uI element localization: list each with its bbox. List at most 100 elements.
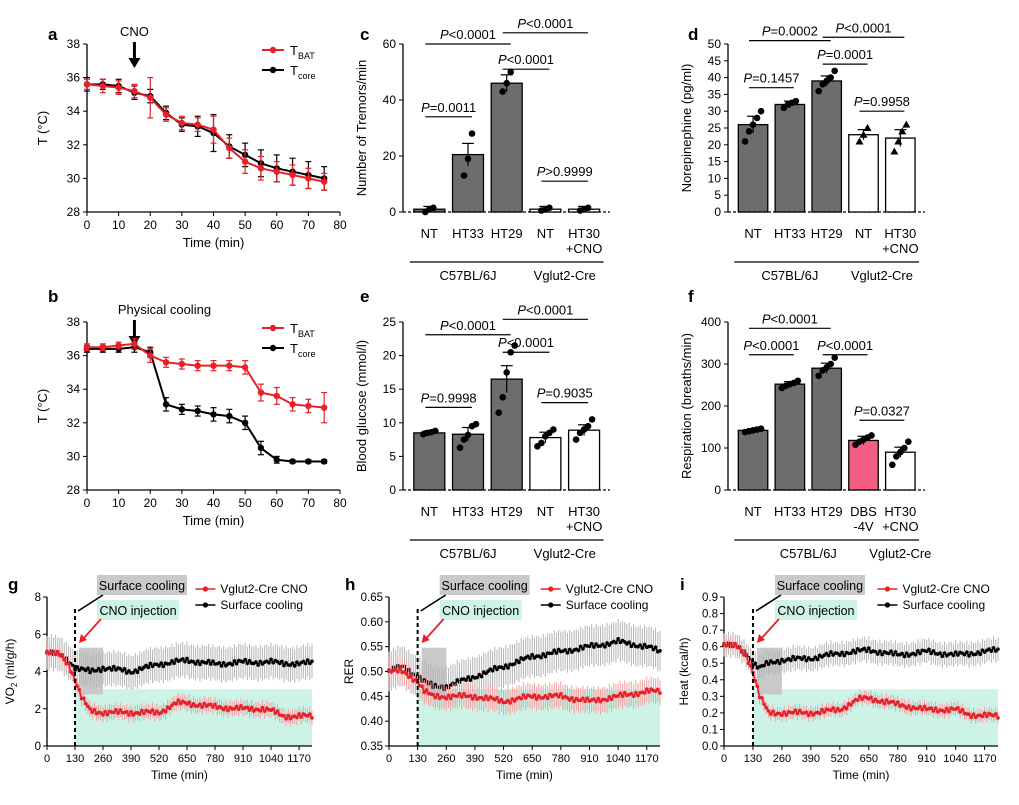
panel-letter: e <box>360 287 369 306</box>
category-label: HT30 <box>568 504 600 519</box>
cno-label-bg <box>439 600 522 620</box>
data-point <box>422 690 427 695</box>
data-point <box>105 712 110 717</box>
data-point <box>572 699 576 704</box>
bar <box>774 383 806 491</box>
data-point <box>503 663 508 667</box>
legend-marker <box>548 586 554 592</box>
data-point <box>777 661 782 666</box>
data-point <box>310 716 314 720</box>
data-point <box>455 678 460 682</box>
y-tick-label: 5 <box>389 449 396 463</box>
data-point <box>75 665 79 669</box>
data-point <box>532 693 537 697</box>
p-italic: P <box>743 71 752 86</box>
data-point <box>851 648 856 653</box>
cno-arrow-head <box>421 634 430 643</box>
y-axis-label: RER <box>342 659 356 685</box>
data-point <box>631 694 636 699</box>
data-point <box>748 664 753 668</box>
panel-letter: a <box>48 25 58 44</box>
data-point <box>605 641 609 645</box>
data-point <box>909 707 913 712</box>
data-point <box>224 705 228 709</box>
data-point <box>775 658 780 663</box>
data-point <box>503 79 510 87</box>
series-line <box>87 83 325 180</box>
data-point <box>472 420 480 428</box>
data-point <box>958 710 962 714</box>
data-point <box>757 425 765 432</box>
y-axis-label: Blood glucose (mmol/l) <box>354 340 369 472</box>
data-point <box>172 661 176 666</box>
legend-name: T <box>290 63 298 78</box>
data-point <box>655 687 660 692</box>
x-tick-label: 520 <box>150 753 168 765</box>
data-point <box>83 344 91 351</box>
y-tick-label: 10 <box>708 171 722 185</box>
data-point <box>907 704 911 708</box>
data-point <box>887 651 891 656</box>
y-tick-label: 0.1 <box>702 724 718 736</box>
data-point <box>519 696 523 701</box>
y-tick-label: 0.55 <box>361 642 383 654</box>
data-point <box>967 712 971 716</box>
data-point <box>642 642 647 647</box>
data-point <box>793 708 798 713</box>
data-point <box>760 696 764 700</box>
data-point <box>855 137 864 145</box>
legend-label: Surface cooling <box>566 598 649 612</box>
panel-c: c 0 20 40 60 Number of Tremors/min NT HT33 HT29 N… <box>354 16 610 283</box>
data-point <box>922 704 927 709</box>
data-point <box>871 699 876 704</box>
data-point <box>96 666 101 671</box>
data-point <box>219 664 224 668</box>
y-tick-label: 6 <box>35 629 41 641</box>
data-point <box>541 652 546 656</box>
bar <box>737 123 769 213</box>
p-value: >0.9999 <box>545 164 592 179</box>
data-point <box>269 657 273 662</box>
data-point <box>849 703 853 707</box>
x-tick-label: 0 <box>44 753 50 765</box>
data-point <box>99 344 107 351</box>
data-point <box>989 649 994 653</box>
y-tick-label: 5 <box>714 188 721 202</box>
data-point <box>271 707 276 711</box>
data-point <box>129 710 133 714</box>
data-point <box>464 431 472 439</box>
y-tick-label: 0.40 <box>361 716 383 728</box>
data-point <box>206 658 211 663</box>
data-point <box>918 704 922 709</box>
data-point <box>594 642 598 646</box>
data-point <box>243 657 248 662</box>
data-point <box>800 657 804 662</box>
data-point <box>631 642 636 646</box>
data-point <box>170 659 174 663</box>
p-value: =0.9998 <box>429 390 476 405</box>
data-point <box>815 372 822 380</box>
x-tick-label: 80 <box>333 496 347 510</box>
x-tick-label: 30 <box>175 496 189 510</box>
x-axis-label: Time (min) <box>496 768 553 782</box>
data-point <box>310 659 314 664</box>
data-point <box>289 458 296 465</box>
data-point <box>455 694 460 699</box>
x-tick-label: 70 <box>302 218 316 232</box>
data-point <box>971 712 976 717</box>
data-point <box>835 706 840 711</box>
x-tick-label: 390 <box>802 753 820 765</box>
data-point <box>731 644 735 649</box>
group-label: Vglut2-Cre <box>534 268 596 283</box>
data-point <box>202 701 207 706</box>
data-point <box>297 712 301 716</box>
p-italic: P <box>817 338 826 353</box>
data-point <box>965 650 969 654</box>
annotation-label: CNO <box>120 24 149 39</box>
data-point <box>583 699 587 704</box>
data-point <box>780 713 784 718</box>
cooling-arrow <box>77 594 104 612</box>
data-point <box>651 647 656 652</box>
data-point <box>499 88 506 95</box>
legend-label: TBAT <box>290 43 315 61</box>
